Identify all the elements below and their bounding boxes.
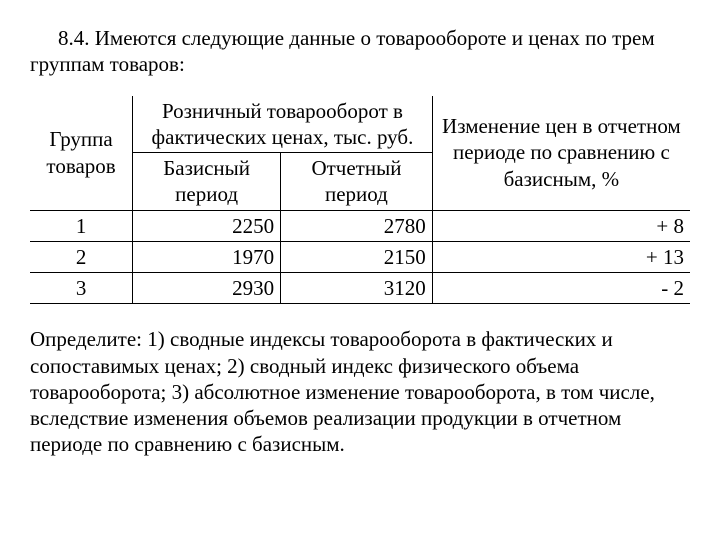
cell-change: - 2 xyxy=(432,273,690,304)
col-header-report: Отчетный период xyxy=(281,153,433,211)
cell-change: + 13 xyxy=(432,241,690,272)
problem-intro: 8.4. Имеются следующие данные о товарооб… xyxy=(30,25,690,78)
cell-base: 2930 xyxy=(133,273,281,304)
col-header-base: Базисный период xyxy=(133,153,281,211)
cell-group: 1 xyxy=(30,210,133,241)
cell-group: 3 xyxy=(30,273,133,304)
data-table: Группа товаров Розничный товарооборот в … xyxy=(30,96,690,305)
col-header-group: Группа товаров xyxy=(30,96,133,211)
cell-report: 2780 xyxy=(281,210,433,241)
table-row: 2 1970 2150 + 13 xyxy=(30,241,690,272)
cell-report: 2150 xyxy=(281,241,433,272)
col-header-turnover: Розничный товарооборот в фактических цен… xyxy=(133,96,433,153)
cell-change: + 8 xyxy=(432,210,690,241)
cell-report: 3120 xyxy=(281,273,433,304)
table-row: 1 2250 2780 + 8 xyxy=(30,210,690,241)
table-row: 3 2930 3120 - 2 xyxy=(30,273,690,304)
cell-base: 2250 xyxy=(133,210,281,241)
problem-tasks: Определите: 1) сводные индексы товарообо… xyxy=(30,326,690,457)
cell-base: 1970 xyxy=(133,241,281,272)
cell-group: 2 xyxy=(30,241,133,272)
col-header-change: Изменение цен в отчетном периоде по срав… xyxy=(432,96,690,211)
